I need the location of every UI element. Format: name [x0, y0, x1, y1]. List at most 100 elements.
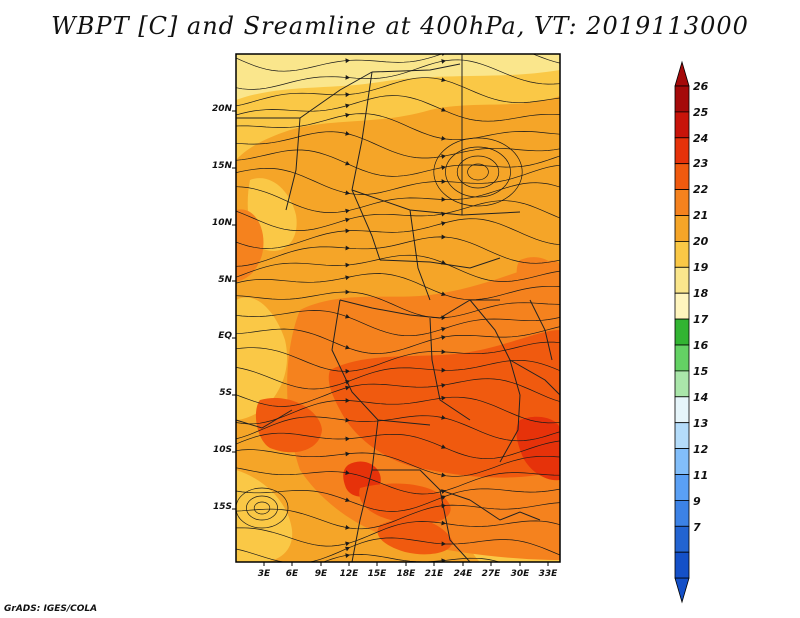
country-border: [236, 71, 373, 119]
colorbar-label: 25: [693, 106, 709, 119]
country-border: [469, 499, 541, 521]
colorbar-band: [674, 474, 690, 501]
streamline: [236, 467, 560, 495]
streamline-arrow: [441, 179, 446, 184]
streamline: [236, 310, 560, 337]
wbpt-contour-region: [236, 209, 264, 282]
streamline: [236, 502, 560, 530]
lon-label: 9E: [314, 569, 328, 579]
map-title: WBPT [C] and Sreamline at 400hPa, VT: 20…: [51, 12, 749, 40]
colorbar-band: [674, 551, 690, 579]
lat-label: 15N: [211, 161, 232, 171]
lat-label: 10S: [212, 445, 232, 455]
streamline-arrow: [441, 415, 446, 420]
colorbar-band: [674, 85, 690, 113]
colorbar-band: [674, 422, 690, 450]
streamline: [236, 59, 560, 90]
streamline-arrow: [345, 275, 350, 281]
lon-label: 15E: [367, 569, 387, 579]
streamline-arrow: [441, 197, 446, 202]
colorbar-label: 15: [693, 365, 709, 378]
streamline-arrow: [345, 228, 350, 234]
colorbar-label: 9: [693, 495, 701, 508]
streamline-arrow: [345, 103, 350, 109]
streamline-arrow: [345, 262, 350, 268]
lon-label: 3E: [257, 569, 271, 579]
streamline-arrow: [345, 436, 350, 442]
streamline: [236, 415, 560, 442]
streamline-arrow: [441, 489, 446, 494]
streamline-arrow: [345, 131, 350, 136]
streamline-arrow: [345, 524, 350, 530]
country-border: [379, 257, 501, 269]
country-border: [236, 409, 293, 429]
streamline-arrow: [441, 327, 446, 332]
colorbar-label: 26: [693, 80, 709, 93]
map-panel: [236, 54, 560, 562]
lon-label: 21E: [424, 569, 444, 579]
country-borders: [236, 54, 560, 562]
lon-label: 18E: [396, 569, 416, 579]
wbpt-contour-region: [377, 518, 453, 555]
colorbar-label: 18: [693, 287, 709, 300]
colorbar-band: [674, 344, 690, 372]
lat-label: 15S: [212, 502, 232, 512]
streamline-arrow: [441, 165, 446, 170]
lon-label: 12E: [339, 569, 359, 579]
colorbar-label: 12: [693, 443, 709, 456]
lon-label: 6E: [285, 569, 299, 579]
streamline-arrow: [345, 497, 350, 502]
streamline-arrow: [441, 154, 446, 159]
streamline: [236, 537, 560, 562]
streamline-arrow: [345, 313, 350, 319]
country-border: [371, 63, 461, 73]
streamline-arrow: [345, 75, 350, 80]
colorbar-band: [674, 215, 690, 242]
streamline: [236, 254, 560, 282]
map-frame: [235, 53, 561, 563]
streamline-arrow: [345, 208, 350, 214]
colorbar-label: 16: [693, 339, 709, 352]
country-border: [331, 299, 431, 426]
streamline: [236, 488, 560, 512]
streamline-arrow: [441, 558, 446, 562]
colorbar-label: 13: [693, 417, 709, 430]
country-border: [429, 317, 471, 421]
streamline-arrow: [441, 260, 446, 265]
streamline: [236, 432, 560, 460]
streamline-arrow: [441, 541, 446, 547]
lat-label: 20N: [211, 104, 232, 114]
wbpt-contour-region: [516, 416, 560, 481]
colorbar-band: [674, 111, 690, 139]
streamline-arrow: [345, 553, 350, 558]
streamline-arrow: [441, 367, 446, 373]
colorbar-band: [674, 499, 690, 527]
streamline: [236, 341, 560, 372]
lat-label: 10N: [211, 218, 232, 228]
lat-label: 5N: [218, 275, 232, 285]
colorbar-label: 23: [693, 157, 709, 170]
streamline-arrow: [345, 451, 350, 457]
lon-label: 30E: [510, 569, 530, 579]
streamline-vortex: [253, 501, 271, 515]
streamline: [236, 200, 560, 231]
wbpt-contour-region: [236, 54, 560, 100]
streamline-vortex: [445, 146, 511, 198]
streamline-vortex: [467, 163, 489, 181]
lon-label: 33E: [538, 569, 558, 579]
streamline: [236, 131, 560, 159]
streamline: [236, 396, 560, 425]
wbpt-contour-region: [328, 330, 560, 478]
axis-ticks: [232, 110, 549, 566]
colorbar-label: 22: [693, 183, 709, 196]
colorbar-top-arrow: [674, 60, 690, 87]
colorbar-label: 19: [693, 261, 709, 274]
streamline-arrow: [345, 417, 350, 423]
colorbar-band: [674, 318, 690, 346]
country-border: [529, 299, 553, 361]
wbpt-contour-region: [255, 398, 322, 453]
streamline-arrow: [345, 546, 350, 552]
streamline-arrow: [441, 335, 446, 340]
wbpt-field-shading: [236, 54, 560, 562]
wbpt-contour-region: [236, 470, 293, 562]
